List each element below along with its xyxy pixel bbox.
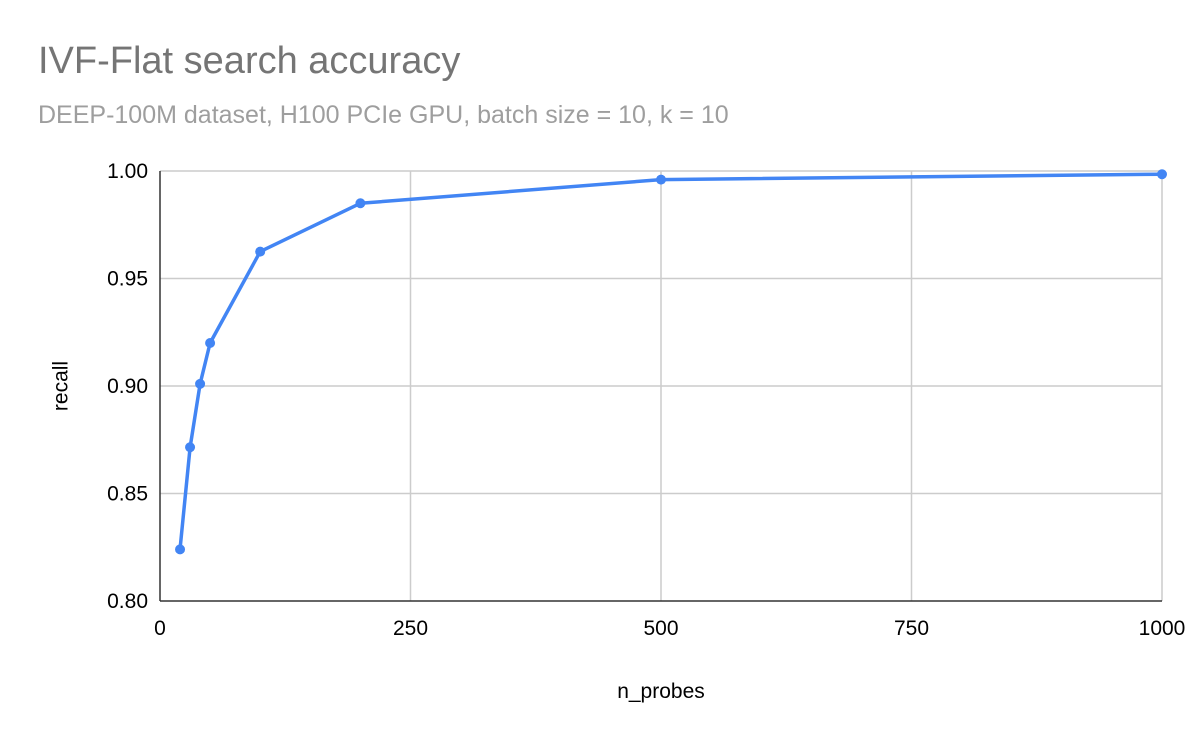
data-point bbox=[205, 338, 216, 348]
y-tick-label: 0.85 bbox=[107, 483, 148, 506]
gridlines bbox=[160, 170, 1163, 601]
y-axis-title: recall bbox=[49, 361, 72, 411]
data-point bbox=[185, 442, 196, 453]
x-axis-title: n_probes bbox=[617, 680, 705, 703]
x-tick-label: 500 bbox=[643, 617, 678, 640]
data-point bbox=[195, 378, 206, 389]
data-point bbox=[355, 198, 366, 209]
y-tick-label: 0.95 bbox=[107, 268, 148, 291]
series-line bbox=[178, 172, 1164, 552]
axes bbox=[159, 171, 1162, 602]
data-point bbox=[255, 246, 266, 257]
y-tick-labels: 0.80 0.85 0.90 0.95 1.00 bbox=[107, 160, 148, 613]
x-tick-label: 0 bbox=[154, 617, 166, 640]
chart-subtitle: DEEP-100M dataset, H100 PCIe GPU, batch … bbox=[38, 101, 729, 129]
x-tick-label: 750 bbox=[894, 617, 929, 640]
y-tick-label: 1.00 bbox=[107, 160, 148, 183]
chart-title: IVF-Flat search accuracy bbox=[38, 40, 461, 82]
series-layer bbox=[175, 169, 1167, 555]
x-tick-labels: 0 250 500 750 1000 bbox=[154, 617, 1185, 640]
y-tick-label: 0.80 bbox=[107, 590, 148, 613]
data-point bbox=[656, 174, 666, 185]
x-tick-label: 250 bbox=[393, 617, 428, 640]
data-point bbox=[175, 544, 186, 555]
x-tick-label: 1000 bbox=[1139, 617, 1186, 640]
data-point bbox=[1157, 169, 1167, 180]
y-tick-label: 0.90 bbox=[107, 375, 148, 398]
